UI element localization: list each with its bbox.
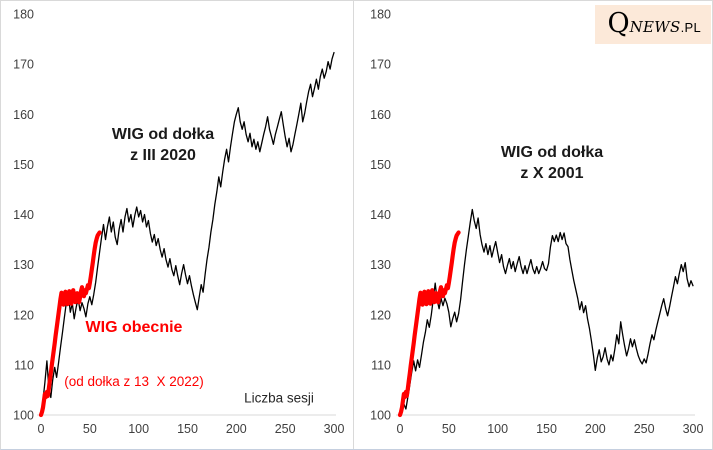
x-tick-label: 250: [634, 422, 655, 436]
chart-title-line2: z III 2020: [130, 147, 196, 164]
y-tick-label: 110: [371, 358, 391, 372]
y-tick-label: 120: [13, 308, 34, 322]
y-tick-label: 150: [13, 158, 34, 172]
qnews-logo-pl: .PL: [680, 20, 701, 35]
x-tick-label: 0: [397, 422, 404, 436]
y-tick-label: 130: [13, 258, 34, 272]
x-tick-label: 200: [585, 422, 606, 436]
x-axis-tick-labels: 0 50 100 150 200 250 300: [38, 422, 345, 436]
y-tick-label: 160: [13, 108, 34, 122]
series-line: [40, 51, 335, 416]
qnews-logo-q: Q: [607, 8, 630, 39]
x-tick-label: 300: [683, 422, 704, 436]
chart-title-line1: WIG od dołka: [500, 144, 604, 161]
chart-title-wig-2001: WIG od dołka z X 2001: [501, 142, 603, 184]
x-tick-label: 100: [128, 422, 149, 436]
series-line: [38, 230, 102, 418]
x-tick-label: 200: [226, 422, 247, 436]
x-tick-label: 50: [442, 422, 456, 436]
qnews-logo: Q NEWS .PL: [595, 5, 711, 44]
annotation-wig-obecnie-line1: WIG obecnie: [85, 319, 183, 336]
y-tick-label: 160: [370, 108, 391, 122]
x-tick-label: 0: [38, 422, 45, 436]
annotation-wig-obecnie-line2: (od dołka z 13 X 2022): [64, 374, 204, 389]
annotation-wig-obecnie: WIG obecnie (od dołka z 13 X 2022): [64, 282, 204, 426]
series-line: [399, 208, 694, 416]
y-axis-tick-labels: 100 110 120 130 140 150 160 170 180: [13, 8, 34, 423]
y-tick-label: 180: [370, 8, 391, 22]
y-tick-label: 100: [370, 409, 391, 423]
y-tick-label: 140: [13, 208, 34, 222]
y-tick-label: 110: [14, 358, 34, 372]
y-tick-label: 100: [13, 409, 34, 423]
chart-svg-wig-2001: 100 110 120 130 140 150 160 170 180 0 50 100 150 200 2…: [370, 8, 704, 437]
y-tick-label: 170: [13, 58, 34, 72]
y-tick-label: 150: [370, 158, 391, 172]
y-tick-label: 180: [13, 8, 34, 22]
y-tick-label: 140: [370, 208, 391, 222]
qnews-logo-news: NEWS: [629, 18, 681, 36]
y-tick-label: 120: [370, 308, 391, 322]
chart-svg-wig-2020: 100 110 120 130 140 150 160 170 180 0 50 100 150 200 2…: [13, 8, 345, 437]
x-tick-label: 100: [487, 422, 508, 436]
chart-title-line1: WIG od dołka: [111, 126, 215, 143]
y-axis-tick-labels: 100 110 120 130 140 150 160 170 180: [370, 8, 391, 423]
x-tick-label: 250: [275, 422, 296, 436]
y-tick-label: 130: [370, 258, 391, 272]
chart-panel-wig-2020: 100 110 120 130 140 150 160 170 180 0 50 100 150 200 2…: [1, 1, 354, 449]
x-tick-label: 300: [324, 422, 345, 436]
x-axis-label-liczba-sesji: Liczba sesji: [244, 390, 314, 406]
x-tick-label: 50: [83, 422, 97, 436]
x-axis-tick-labels: 0 50 100 150 200 250 300: [397, 422, 704, 436]
chart-title-wig-2020: WIG od dołka z III 2020: [112, 124, 214, 166]
chart-panel-wig-2001: 100 110 120 130 140 150 160 170 180 0 50 100 150 200 2…: [354, 1, 712, 449]
x-tick-label: 150: [177, 422, 198, 436]
chart-title-line2: z X 2001: [520, 165, 584, 182]
series-line: [397, 230, 461, 418]
y-tick-label: 170: [370, 58, 391, 72]
x-tick-label: 150: [536, 422, 557, 436]
